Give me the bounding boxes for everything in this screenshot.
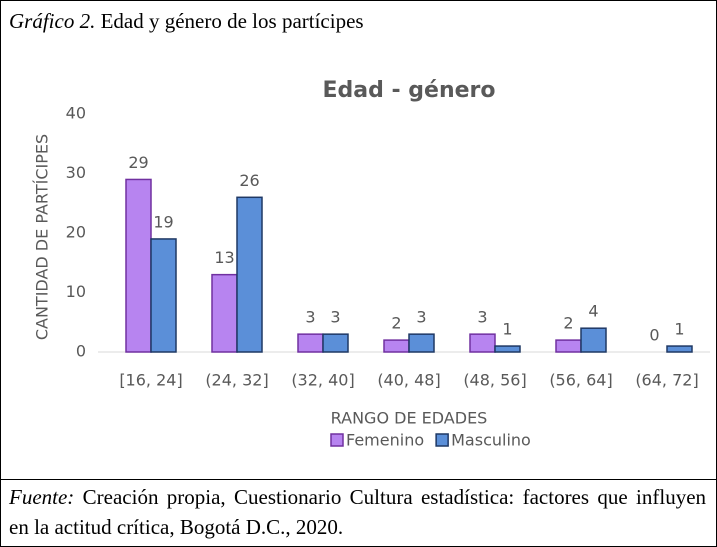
data-label: 3 [416, 308, 426, 327]
bar [322, 333, 349, 353]
bar [469, 333, 496, 353]
x-tick-label: [16, 24] [119, 371, 182, 390]
bar [211, 273, 238, 353]
bar [236, 196, 263, 353]
bar [150, 238, 177, 353]
bar [297, 333, 324, 353]
legend-swatch [330, 433, 344, 447]
x-tick-label: (40, 48] [377, 371, 440, 390]
y-tick-label: 40 [66, 104, 86, 123]
data-label: 3 [305, 308, 315, 327]
caption-label: Gráfico 2. [9, 9, 96, 33]
data-label: 3 [477, 308, 487, 327]
y-tick-label: 30 [66, 163, 86, 182]
legend-label: Masculino [451, 431, 531, 450]
data-label: 2 [391, 314, 401, 333]
x-axis-label: RANGO DE EDADES [331, 409, 488, 428]
y-axis-label: CANTIDAD DE PARTÍCIPES [33, 134, 52, 340]
data-label: 3 [330, 308, 340, 327]
data-label: 1 [502, 320, 512, 339]
legend-label: Femenino [346, 431, 424, 450]
caption: Gráfico 2. Edad y género de los partícip… [9, 9, 364, 34]
bar [494, 345, 521, 353]
caption-text: Edad y género de los partícipes [100, 9, 364, 33]
bar [666, 345, 693, 353]
chart-title: Edad - género [322, 78, 495, 103]
data-label: 26 [239, 171, 259, 190]
bar [580, 327, 607, 353]
source: Fuente: Creación propia, Cuestionario Cu… [1, 479, 716, 542]
x-tick-label: (48, 56] [463, 371, 526, 390]
source-label: Fuente: [9, 485, 75, 509]
legend-swatch [435, 433, 449, 447]
y-tick-label: 20 [66, 223, 86, 242]
data-label: 29 [128, 153, 148, 172]
data-label: 13 [214, 248, 234, 267]
data-label: 0 [649, 326, 659, 345]
x-tick-label: (56, 64] [549, 371, 612, 390]
x-tick-label: (64, 72] [635, 371, 698, 390]
source-text: Creación propia, Cuestionario Cultura es… [9, 485, 707, 539]
bar [408, 333, 435, 353]
data-label: 1 [674, 320, 684, 339]
y-tick-label: 0 [76, 342, 86, 361]
data-label: 4 [588, 302, 598, 321]
bar [555, 339, 582, 353]
x-tick-label: (32, 40] [291, 371, 354, 390]
bar [125, 178, 152, 353]
y-tick-label: 10 [66, 282, 86, 301]
bar [383, 339, 410, 353]
data-label: 19 [153, 212, 173, 231]
data-label: 2 [563, 314, 573, 333]
chart: Edad - género RANGO DE EDADES CANTIDAD D… [33, 78, 710, 450]
x-tick-label: (24, 32] [205, 371, 268, 390]
